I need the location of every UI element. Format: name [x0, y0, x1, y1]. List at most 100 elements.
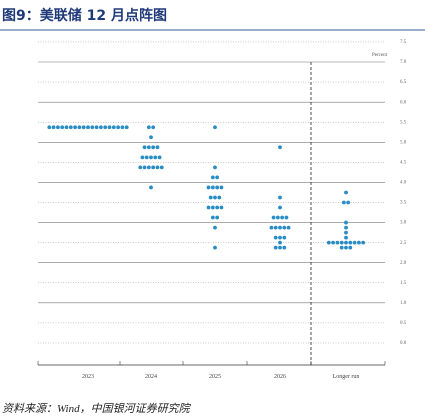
dot — [357, 240, 361, 245]
dot — [144, 155, 149, 160]
dot — [210, 175, 215, 180]
dot — [149, 155, 153, 160]
dot — [151, 125, 156, 130]
dot — [68, 125, 73, 130]
dot — [219, 205, 224, 210]
dot — [155, 145, 160, 150]
dot — [213, 195, 217, 200]
x-tick-label: 2026 — [274, 374, 286, 380]
dot — [344, 220, 348, 225]
y-tick-label: 3.5 — [400, 201, 407, 206]
y-tick-label: 5.5 — [400, 120, 407, 125]
dot — [282, 245, 287, 250]
y-tick-label: 0.0 — [400, 341, 407, 346]
dot — [99, 125, 103, 130]
dot — [278, 235, 282, 240]
dot — [273, 235, 278, 240]
dot — [344, 230, 348, 235]
dot — [94, 125, 99, 130]
dot — [361, 240, 366, 245]
dot — [107, 125, 112, 130]
dot — [282, 235, 287, 240]
y-tick-label: 7.5 — [400, 40, 407, 45]
dot — [120, 125, 125, 130]
dot — [217, 195, 222, 200]
x-tick-label: 2023 — [82, 374, 94, 380]
x-tick-label: 2024 — [145, 374, 157, 380]
x-tick-label: Longer run — [333, 374, 360, 380]
dot — [273, 225, 278, 230]
dot — [73, 125, 77, 130]
dot — [64, 125, 69, 130]
dot — [213, 225, 217, 230]
dot — [348, 240, 353, 245]
dot — [111, 125, 116, 130]
dot — [116, 125, 120, 130]
dot — [47, 125, 52, 130]
dot — [159, 165, 164, 170]
dot — [142, 145, 147, 150]
dot — [215, 185, 220, 190]
y-tick-label: 3.0 — [400, 221, 407, 226]
y-tick-label: 4.0 — [400, 181, 407, 186]
dot — [280, 215, 285, 220]
dot — [206, 205, 211, 210]
dot — [213, 165, 217, 170]
dot — [86, 125, 90, 130]
dot — [51, 125, 56, 130]
dot — [146, 125, 151, 130]
dot — [344, 240, 348, 245]
dot — [278, 145, 282, 150]
y-tick-label: 4.5 — [400, 160, 407, 165]
figure-title: 图9：美联储 12 月点阵图 — [2, 7, 167, 24]
y-tick-label: 6.5 — [400, 80, 407, 85]
x-tick-label: 2025 — [209, 374, 221, 380]
dot — [344, 245, 348, 250]
dot — [286, 225, 291, 230]
dot — [278, 225, 282, 230]
dot — [326, 240, 331, 245]
dot — [206, 185, 211, 190]
y-tick-label: 2.0 — [400, 261, 407, 266]
y-tick-label: 5.0 — [400, 140, 407, 145]
dot — [331, 240, 335, 245]
y-tick-label: 1.5 — [400, 281, 407, 286]
dot — [81, 125, 86, 130]
y-tick-label: 7.0 — [400, 60, 407, 65]
dot — [273, 245, 278, 250]
dot — [278, 195, 282, 200]
dot — [210, 215, 215, 220]
dot — [60, 125, 65, 130]
dot — [215, 205, 220, 210]
dot — [151, 145, 156, 150]
dot — [346, 200, 351, 205]
dot — [269, 225, 274, 230]
dot — [142, 165, 147, 170]
dot — [77, 125, 82, 130]
dot — [352, 240, 357, 245]
source-note: 资料来源：Wind，中国银河证券研究院 — [2, 402, 192, 415]
dot — [339, 245, 344, 250]
dot — [153, 155, 158, 160]
dot — [271, 215, 276, 220]
y-tick-label: 0.5 — [400, 321, 407, 326]
dot — [341, 200, 346, 205]
dot — [215, 175, 220, 180]
dot — [278, 245, 282, 250]
dot — [56, 125, 60, 130]
dot — [103, 125, 108, 130]
dot — [275, 215, 280, 220]
dot — [215, 215, 220, 220]
dot — [348, 245, 353, 250]
dot — [344, 225, 348, 230]
dot — [90, 125, 95, 130]
dot — [151, 165, 156, 170]
dot — [155, 165, 160, 170]
dot — [344, 190, 348, 195]
dot — [282, 225, 287, 230]
dot — [149, 185, 153, 190]
dot — [140, 155, 145, 160]
dot — [213, 125, 217, 130]
y-tick-label: 6.0 — [400, 100, 407, 105]
